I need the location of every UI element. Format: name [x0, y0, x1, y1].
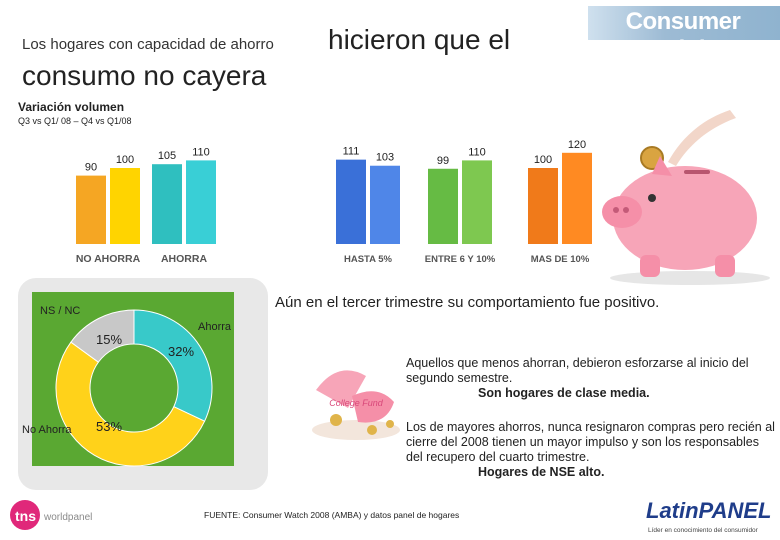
- bar-value-label: 120: [568, 139, 586, 151]
- pig-shadow: [610, 271, 770, 285]
- coin-label: College Fund: [329, 398, 384, 408]
- title-main-1: hicieron que el: [328, 24, 511, 55]
- bar-value-label: 100: [116, 154, 134, 166]
- note-text: Aún en el tercer trimestre su comportami…: [275, 294, 660, 311]
- source-note: FUENTE: Consumer Watch 2008 (AMBA) y dat…: [204, 510, 460, 520]
- bar-1-1: [186, 160, 216, 244]
- bar-0-0: [76, 175, 106, 244]
- latinpanel-logo: LatinPANEL Líder en conocimiento del con…: [646, 498, 771, 534]
- category-label: AHORRA: [161, 253, 207, 265]
- bar-value-label: 103: [376, 152, 394, 164]
- piggy-bank-illustration: [602, 110, 770, 285]
- bar-3-0: [428, 168, 458, 244]
- slice-label-no-ahorra: 53%: [96, 419, 122, 434]
- bar-2-0: [336, 159, 366, 244]
- bars-group: 90 100 NO AHORRA 105 110 AHORRA 111 103 HASTA 5%…: [76, 139, 592, 265]
- donut-slice-0: [133, 309, 213, 422]
- pig-body: [613, 166, 757, 270]
- bar-value-label: 111: [343, 146, 360, 158]
- title-main-2: consumo no cayera: [22, 60, 267, 91]
- bar-4-1: [562, 152, 592, 244]
- paragraph2-conclusion: Hogares de NSE alto.: [478, 465, 605, 479]
- donut-slice-2: [70, 309, 135, 363]
- tns-sub: worldpanel: [43, 512, 92, 523]
- broken-piggy-piece: [316, 370, 366, 408]
- bar-2-1: [370, 165, 400, 244]
- bar-value-label: 105: [158, 150, 176, 162]
- bar-0-1: [110, 168, 140, 244]
- donut-group: [55, 309, 213, 467]
- paragraph2-lead: Los de mayores ahorros: [406, 420, 541, 434]
- tns-text: tns: [15, 508, 36, 524]
- bar-chart: 90 100 NO AHORRA 105 110 AHORRA 111 103 HASTA 5%…: [76, 139, 592, 265]
- pig-eye: [648, 194, 656, 202]
- paragraph1-conclusion: Son hogares de clase media.: [478, 386, 650, 400]
- consumer-insight-logo: Consumer Insight: [588, 6, 780, 63]
- broken-piggy-illustration: College Fund: [312, 370, 400, 440]
- donut-slice-1: [55, 341, 206, 467]
- bar-4-0: [528, 168, 558, 244]
- bar-value-label: 90: [85, 162, 97, 174]
- bar-1-0: [152, 164, 182, 244]
- bar-value-label: 99: [437, 155, 449, 167]
- category-label: NO AHORRA: [76, 253, 141, 265]
- bar-value-label: 110: [468, 146, 486, 158]
- slice-label-ahorra: 32%: [168, 344, 194, 359]
- consumer-insight-text: Consumer Insight: [625, 8, 741, 63]
- category-label: ENTRE 6 Y 10%: [425, 254, 496, 265]
- paragraph1-rest: , debieron esforzarse al inicio del segu…: [406, 356, 749, 385]
- paragraph-high-savers: Los de mayores ahorros, nunca resignaron…: [406, 420, 778, 480]
- category-label: MAS DE 10%: [531, 254, 590, 265]
- tns-logo: tns worldpanel: [10, 500, 92, 530]
- paragraph2-rest: , nunca resignaron compras pero recién a…: [406, 420, 775, 464]
- bar-3-1: [462, 160, 492, 244]
- coin-slot: [684, 170, 710, 174]
- bar-value-label: 100: [534, 154, 552, 166]
- pig-snout: [602, 196, 642, 228]
- bar-value-label: 110: [192, 146, 210, 158]
- category-label: HASTA 5%: [344, 254, 393, 265]
- volume-label: Variación volumen: [18, 100, 125, 114]
- label-ns-nc: NS / NC: [40, 305, 80, 317]
- latinpanel-text: LatinPANEL: [646, 498, 771, 523]
- volume-sub: Q3 vs Q1/ 08 – Q4 vs Q1/08: [18, 116, 132, 126]
- label-no-ahorra: No Ahorra: [22, 424, 72, 436]
- paragraph-medium-savers: Aquellos que menos ahorran, debieron esf…: [406, 356, 778, 401]
- latinpanel-tagline: Líder en conocimiento del consumidor: [648, 527, 759, 534]
- title-lead: Los hogares con capacidad de ahorro: [22, 36, 274, 53]
- paragraph1-lead: Aquellos que menos ahorran: [406, 356, 566, 370]
- hand-icon: [668, 110, 736, 166]
- coin-icon: [330, 414, 342, 426]
- pig-ear: [652, 156, 672, 176]
- label-ahorra: Ahorra: [198, 321, 232, 333]
- donut-chart: NS / NC Ahorra No Ahorra 15% 32% 53%: [22, 305, 232, 467]
- slice-label-nsnc: 15%: [96, 332, 122, 347]
